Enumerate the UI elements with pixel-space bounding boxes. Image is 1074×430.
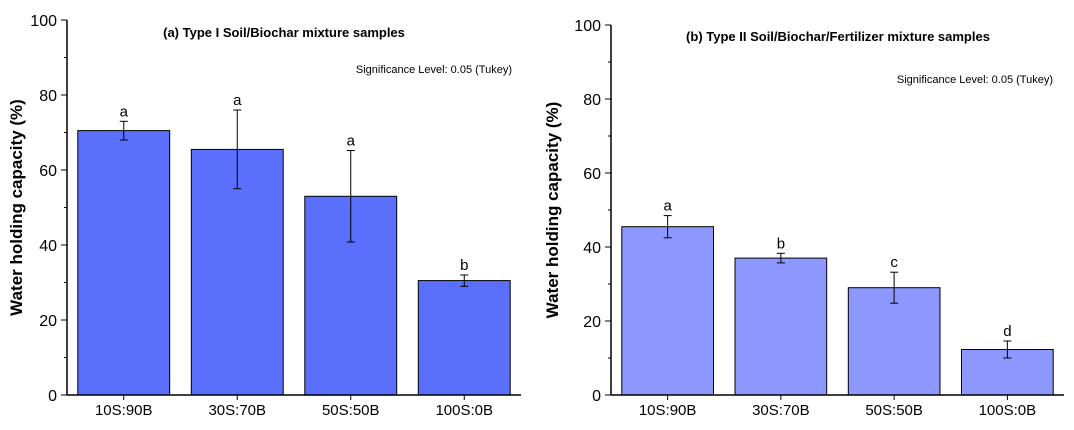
bar-a-1 bbox=[190, 148, 284, 396]
y-tick-label: 100 bbox=[574, 18, 601, 35]
bar-b-0 bbox=[621, 226, 714, 396]
y-tick-label: 100 bbox=[30, 13, 57, 30]
x-tick-label: 10S:90B bbox=[95, 402, 153, 419]
y-tick-label: 80 bbox=[39, 88, 57, 105]
chart-title: (b) Type II Soil/Biochar/Fertilizer mixt… bbox=[686, 29, 990, 44]
y-tick-label: 80 bbox=[583, 92, 601, 109]
x-tick-label: 50S:50B bbox=[322, 402, 380, 419]
significance-letter: a bbox=[120, 103, 129, 120]
significance-letter: a bbox=[663, 198, 672, 215]
significance-letter: a bbox=[347, 133, 356, 150]
significance-letter: d bbox=[1003, 323, 1011, 340]
y-tick-label: 20 bbox=[583, 314, 601, 331]
x-tick-label: 100S:0B bbox=[435, 402, 493, 419]
significance-annotation: Significance Level: 0.05 (Tukey) bbox=[897, 74, 1053, 86]
y-tick-label: 0 bbox=[48, 388, 57, 405]
x-tick-label: 50S:50B bbox=[865, 402, 923, 419]
y-tick-label: 60 bbox=[583, 166, 601, 183]
y-tick-label: 0 bbox=[592, 388, 601, 405]
bar-b-2 bbox=[847, 287, 941, 396]
x-tick-label: 100S:0B bbox=[979, 402, 1037, 419]
significance-letter: c bbox=[890, 254, 898, 271]
significance-annotation: Significance Level: 0.05 (Tukey) bbox=[356, 64, 512, 76]
x-tick-label: 30S:70B bbox=[752, 402, 810, 419]
x-tick-label: 10S:90B bbox=[639, 402, 697, 419]
significance-letter: a bbox=[233, 92, 242, 109]
significance-letter: b bbox=[777, 235, 785, 252]
y-axis-label: Water holding capacity (%) bbox=[7, 99, 26, 316]
bar-a-3 bbox=[417, 280, 511, 396]
y-axis-label: Water holding capacity (%) bbox=[543, 102, 562, 319]
bar-b-1 bbox=[734, 257, 828, 396]
x-tick-label: 30S:70B bbox=[208, 402, 266, 419]
y-tick-label: 40 bbox=[583, 240, 601, 257]
y-tick-label: 60 bbox=[39, 163, 57, 180]
y-tick-label: 40 bbox=[39, 238, 57, 255]
chart-title: (a) Type I Soil/Biochar mixture samples bbox=[163, 25, 405, 40]
significance-letter: b bbox=[460, 257, 468, 274]
bar-a-0 bbox=[77, 130, 171, 396]
y-tick-label: 20 bbox=[39, 313, 57, 330]
